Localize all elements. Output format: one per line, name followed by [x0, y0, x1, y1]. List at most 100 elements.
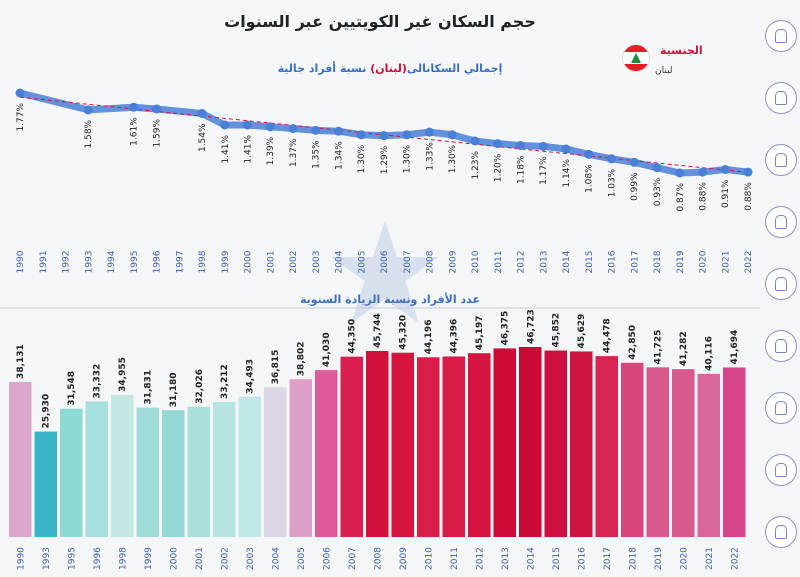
bar-x-tick-1998: 1998	[118, 547, 128, 570]
x-tick-2010: 2010	[471, 250, 481, 273]
x-tick-2000: 2000	[244, 250, 254, 273]
x-tick-1994: 1994	[107, 250, 117, 273]
bar-label-2005: 38,802	[297, 341, 307, 376]
bar-2016	[570, 351, 593, 537]
bar-2010	[417, 357, 440, 537]
bar-chart-subtitle: عدد الأفراد ونسبة الزيادة السنوية	[299, 293, 480, 306]
data-point-2001	[265, 122, 275, 132]
bar-1995	[60, 408, 83, 537]
x-tick-1990: 1990	[16, 250, 26, 273]
bar-2022	[723, 367, 746, 537]
bar-x-tick-1999: 1999	[144, 547, 154, 570]
bar-label-2007: 44,350	[348, 319, 358, 354]
line-chart-subtitle: إجمالي السكانالى(لبنان) نسبة أفراد جالية	[200, 62, 580, 75]
subtitle-country: (لبنان)	[370, 62, 407, 75]
data-point-2014	[561, 144, 571, 154]
bar-label-2008: 45,744	[373, 313, 383, 348]
bar-label-1993: 25,930	[42, 394, 52, 429]
bar-label-2013: 46,375	[501, 311, 511, 346]
data-label-2018: 0.93%	[653, 177, 663, 206]
data-label-2003: 1.35%	[312, 140, 322, 169]
data-point-2006	[379, 131, 389, 141]
bar-label-2010: 44,196	[424, 320, 434, 355]
data-point-2000	[243, 120, 252, 130]
bar-x-tick-2022: 2022	[730, 547, 740, 570]
bar-x-tick-2006: 2006	[322, 547, 332, 570]
bar-2012	[468, 353, 491, 537]
data-point-2009	[447, 130, 457, 140]
data-label-2014: 1.14%	[562, 159, 572, 188]
bar-label-2014: 46,723	[526, 309, 536, 344]
data-label-2012: 1.18%	[517, 155, 527, 184]
bar-2005	[289, 379, 312, 537]
community-icon	[765, 392, 797, 424]
lebanon-flag-icon	[622, 44, 650, 72]
people-icon	[765, 330, 797, 362]
bar-label-2003: 34,493	[246, 359, 256, 394]
data-label-2004: 1.34%	[335, 141, 345, 170]
bar-x-tick-2019: 2019	[654, 547, 664, 570]
x-tick-1995: 1995	[130, 251, 140, 274]
x-tick-2003: 2003	[312, 251, 322, 274]
subtitle-suffix: نسبة أفراد جالية	[277, 62, 367, 75]
bar-x-tick-2001: 2001	[195, 547, 205, 570]
bar-x-tick-2000: 2000	[169, 547, 179, 570]
data-point-1998	[197, 108, 207, 118]
data-label-2017: 0.99%	[630, 172, 640, 201]
data-label-2001: 1.39%	[266, 136, 276, 165]
data-label-2015: 1.08%	[585, 164, 595, 193]
bar-2011	[442, 356, 465, 537]
x-tick-2022: 2022	[744, 251, 754, 274]
x-tick-2002: 2002	[289, 251, 299, 274]
data-label-2002: 1.37%	[289, 138, 299, 167]
network-icon	[765, 82, 797, 114]
bar-label-1998: 34,955	[118, 357, 128, 392]
bar-2020	[672, 369, 695, 537]
nationality-label: الجنسية	[660, 44, 703, 57]
bar-x-tick-2008: 2008	[373, 547, 383, 570]
x-tick-1999: 1999	[221, 250, 231, 273]
bar-label-2020: 41,282	[679, 331, 689, 366]
bar-1993	[34, 431, 57, 537]
bar-label-2000: 31,180	[169, 372, 179, 407]
x-tick-2008: 2008	[426, 250, 436, 273]
bar-label-2022: 41,694	[730, 330, 740, 365]
bar-2014	[519, 347, 542, 537]
data-label-2019: 0.87%	[676, 183, 686, 212]
bar-2015	[544, 350, 567, 537]
bar-label-2011: 44,396	[450, 319, 460, 354]
bar-label-2004: 36,815	[271, 350, 281, 385]
family-icon	[765, 20, 797, 52]
data-point-2015	[584, 149, 594, 159]
x-tick-2016: 2016	[608, 250, 618, 273]
growth-chart-icon	[765, 144, 797, 176]
bar-label-2002: 33,212	[220, 364, 230, 399]
x-tick-2015: 2015	[585, 251, 595, 274]
data-label-2007: 1.30%	[403, 144, 413, 173]
bar-x-tick-2004: 2004	[271, 547, 281, 570]
bar-2009	[391, 352, 414, 537]
bar-2007	[340, 356, 363, 537]
bar-label-1999: 31,831	[144, 370, 154, 405]
bar-label-1996: 33,332	[93, 364, 103, 399]
bar-label-2018: 42,850	[628, 325, 638, 360]
bar-x-tick-2016: 2016	[577, 547, 587, 570]
data-point-2020	[698, 167, 707, 177]
bar-x-tick-2007: 2007	[348, 547, 358, 570]
bar-2019	[646, 367, 669, 537]
bar-1998	[111, 394, 134, 537]
bar-label-2016: 45,629	[577, 314, 587, 349]
bar-x-tick-2020: 2020	[679, 547, 689, 570]
bar-x-tick-2021: 2021	[705, 547, 715, 570]
bar-2004	[264, 387, 287, 537]
data-point-1990	[15, 88, 25, 98]
bar-2001	[187, 406, 210, 537]
home-icon	[765, 516, 797, 548]
data-point-1999	[220, 120, 230, 130]
bar-x-tick-2012: 2012	[475, 547, 485, 570]
data-label-1990: 1.77%	[16, 103, 26, 132]
bar-2003	[238, 396, 261, 537]
data-point-2004	[334, 126, 343, 136]
subtitle-prefix: إجمالي السكان	[426, 62, 503, 75]
